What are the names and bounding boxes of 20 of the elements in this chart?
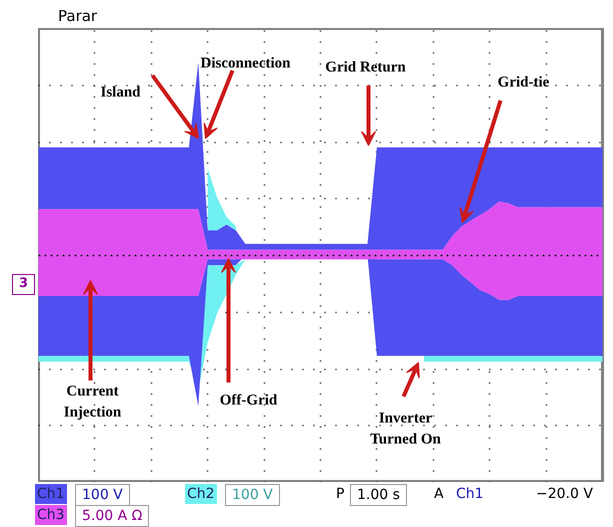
- text: 3: [12, 274, 36, 295]
- annotation: Island: [100, 84, 142, 100]
- annotation: Grid Return: [325, 60, 406, 76]
- annotation: Grid-tie: [498, 74, 550, 90]
- text: Parar: [57, 6, 98, 27]
- text: Ch1: [455, 485, 485, 504]
- text: 100 V: [75, 484, 130, 506]
- text: 5.00 A Ω: [75, 505, 150, 527]
- text: Ch1: [35, 484, 67, 504]
- text: A: [433, 485, 445, 504]
- text: 1.00 s: [350, 484, 407, 506]
- text: Inverter Turned On: [370, 410, 442, 448]
- text: 100 V: [225, 484, 280, 506]
- text: P: [335, 485, 346, 504]
- text: Ch3: [35, 505, 67, 525]
- annotation: Disconnection: [200, 56, 292, 72]
- annotation: Current Injection: [64, 384, 122, 420]
- annotation: Off-Grid: [220, 392, 278, 408]
- text: −20.0 V: [535, 485, 594, 504]
- text: Ch2: [185, 484, 217, 504]
